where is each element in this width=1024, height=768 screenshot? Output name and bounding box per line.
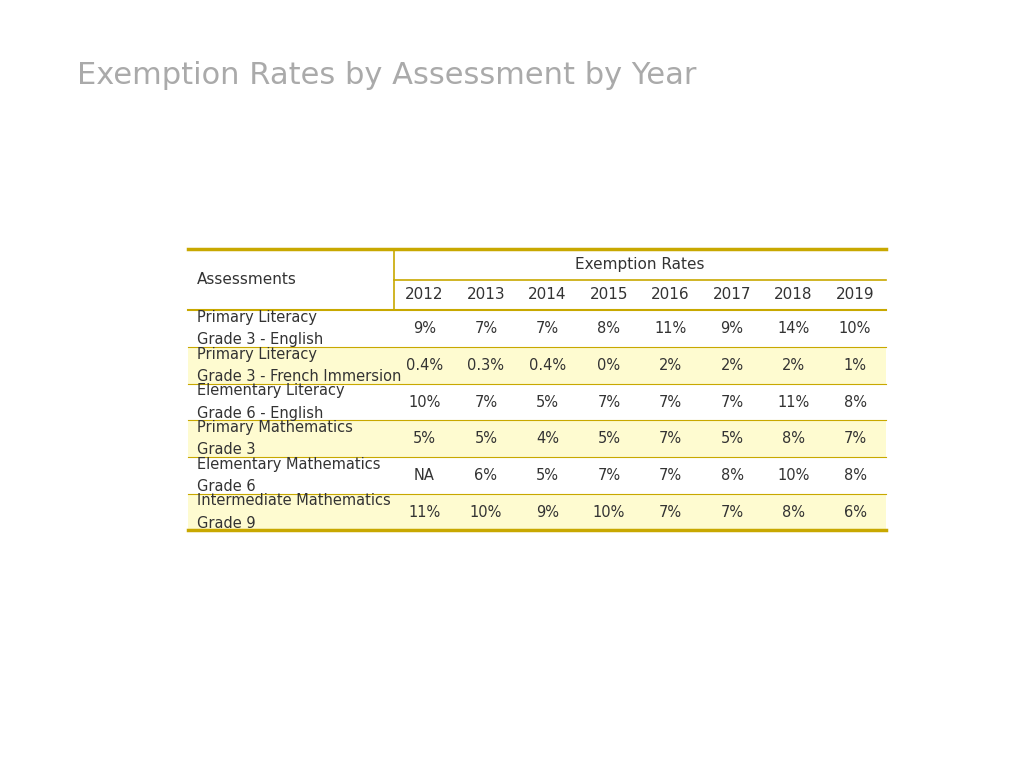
Text: 2016: 2016 — [651, 287, 690, 303]
Text: 9%: 9% — [413, 321, 436, 336]
FancyBboxPatch shape — [187, 420, 886, 457]
Text: 5%: 5% — [721, 431, 743, 446]
Text: Intermediate Mathematics
Grade 9: Intermediate Mathematics Grade 9 — [197, 493, 391, 531]
Text: 7%: 7% — [844, 431, 866, 446]
Text: 8%: 8% — [844, 395, 866, 409]
Text: 2018: 2018 — [774, 287, 813, 303]
Text: 2%: 2% — [782, 358, 805, 373]
Text: Exemption Rates: Exemption Rates — [574, 257, 705, 272]
Text: 8%: 8% — [782, 505, 805, 519]
Text: 4%: 4% — [536, 431, 559, 446]
Text: 7%: 7% — [597, 395, 621, 409]
Text: Assessments: Assessments — [197, 272, 297, 287]
Text: 8%: 8% — [844, 468, 866, 483]
Text: 8%: 8% — [721, 468, 743, 483]
Text: 2014: 2014 — [528, 287, 566, 303]
Text: Primary Literacy
Grade 3 - English: Primary Literacy Grade 3 - English — [197, 310, 324, 347]
Text: 5%: 5% — [536, 395, 559, 409]
Text: 11%: 11% — [777, 395, 810, 409]
Text: 7%: 7% — [658, 395, 682, 409]
FancyBboxPatch shape — [187, 494, 886, 531]
Text: 0.4%: 0.4% — [528, 358, 566, 373]
Text: 10%: 10% — [409, 395, 440, 409]
Text: 1%: 1% — [844, 358, 866, 373]
Text: 5%: 5% — [474, 431, 498, 446]
Text: Primary Literacy
Grade 3 - French Immersion: Primary Literacy Grade 3 - French Immers… — [197, 347, 401, 384]
Text: 7%: 7% — [474, 395, 498, 409]
Text: 7%: 7% — [721, 395, 743, 409]
Text: 2%: 2% — [658, 358, 682, 373]
Text: 7%: 7% — [474, 321, 498, 336]
Text: 2015: 2015 — [590, 287, 628, 303]
Text: 7%: 7% — [658, 431, 682, 446]
Text: 5%: 5% — [597, 431, 621, 446]
Text: 2017: 2017 — [713, 287, 752, 303]
Text: 5%: 5% — [536, 468, 559, 483]
Text: Exemption Rates by Assessment by Year: Exemption Rates by Assessment by Year — [77, 61, 696, 91]
Text: 7%: 7% — [658, 468, 682, 483]
Text: 0.3%: 0.3% — [467, 358, 505, 373]
Text: Elementary Mathematics
Grade 6: Elementary Mathematics Grade 6 — [197, 457, 381, 494]
FancyBboxPatch shape — [187, 347, 886, 384]
Text: 10%: 10% — [470, 505, 502, 519]
Text: 6%: 6% — [844, 505, 866, 519]
Text: 14%: 14% — [777, 321, 810, 336]
FancyBboxPatch shape — [187, 457, 886, 494]
Text: 9%: 9% — [536, 505, 559, 519]
Text: 7%: 7% — [658, 505, 682, 519]
Text: 9%: 9% — [721, 321, 743, 336]
Text: NA: NA — [414, 468, 435, 483]
Text: Elementary Literacy
Grade 6 - English: Elementary Literacy Grade 6 - English — [197, 383, 345, 421]
Text: 10%: 10% — [777, 468, 810, 483]
Text: 2%: 2% — [721, 358, 743, 373]
Text: 10%: 10% — [593, 505, 625, 519]
Text: 0%: 0% — [597, 358, 621, 373]
Text: 2013: 2013 — [467, 287, 505, 303]
Text: Primary Mathematics
Grade 3: Primary Mathematics Grade 3 — [197, 420, 353, 457]
Text: 2019: 2019 — [836, 287, 874, 303]
FancyBboxPatch shape — [187, 310, 886, 347]
Text: 2012: 2012 — [406, 287, 443, 303]
Text: 7%: 7% — [597, 468, 621, 483]
Text: 10%: 10% — [839, 321, 871, 336]
Text: 6%: 6% — [474, 468, 498, 483]
Text: 11%: 11% — [409, 505, 440, 519]
Text: 0.4%: 0.4% — [406, 358, 442, 373]
Text: 8%: 8% — [782, 431, 805, 446]
Text: 11%: 11% — [654, 321, 687, 336]
Text: 7%: 7% — [536, 321, 559, 336]
FancyBboxPatch shape — [187, 384, 886, 420]
Text: 7%: 7% — [721, 505, 743, 519]
Text: 8%: 8% — [597, 321, 621, 336]
Text: 5%: 5% — [413, 431, 436, 446]
